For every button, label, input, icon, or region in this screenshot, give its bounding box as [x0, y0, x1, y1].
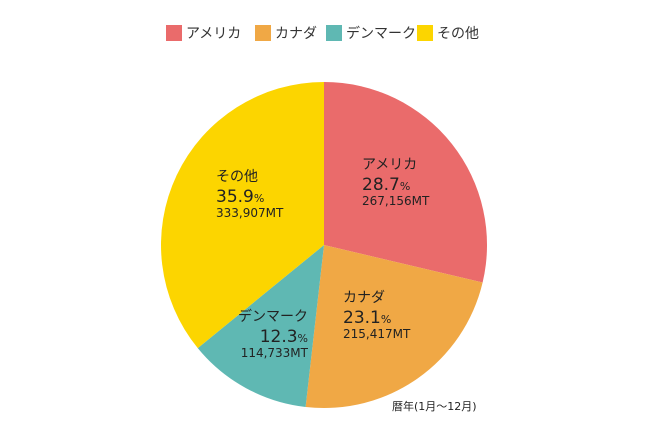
legend-label: デンマーク: [346, 25, 416, 42]
legend-swatch: [417, 25, 433, 41]
slice-percent-label: 28.7%: [362, 175, 410, 195]
legend: アメリカ カナダ デンマーク その他: [166, 25, 479, 42]
slice-value-label: 215,417MT: [343, 327, 411, 341]
legend-swatch: [326, 25, 342, 41]
slice-percent-label: 35.9%: [216, 187, 264, 207]
slice-value-label: 114,733MT: [241, 346, 309, 360]
pie-slice-4: [161, 82, 324, 349]
pie-slice-3: [197, 245, 324, 407]
slice-name-label: その他: [216, 169, 258, 185]
pie-slices: [161, 82, 488, 409]
slice-labels: アメリカ 28.7%267,156MT カナダ 23.1%215,417MT デンマーク…: [216, 157, 430, 360]
slice-value-label: 267,156MT: [362, 194, 430, 208]
legend-label: カナダ: [275, 26, 317, 42]
legend-label: アメリカ: [186, 26, 241, 42]
slice-percent-label: 12.3%: [260, 327, 308, 347]
slice-name-label: アメリカ: [362, 157, 417, 173]
slice-value-label: 333,907MT: [216, 206, 284, 220]
pie-slice-1: [324, 82, 488, 283]
footnote: 暦年(1月〜12月): [392, 399, 477, 413]
legend-swatch: [166, 25, 182, 41]
legend-swatch: [255, 25, 271, 41]
slice-name-label: デンマーク: [238, 308, 308, 325]
pie-slice-2: [305, 245, 483, 409]
slice-percent-label: 23.1%: [343, 308, 391, 328]
legend-label: その他: [437, 26, 479, 42]
slice-name-label: カナダ: [343, 290, 385, 306]
